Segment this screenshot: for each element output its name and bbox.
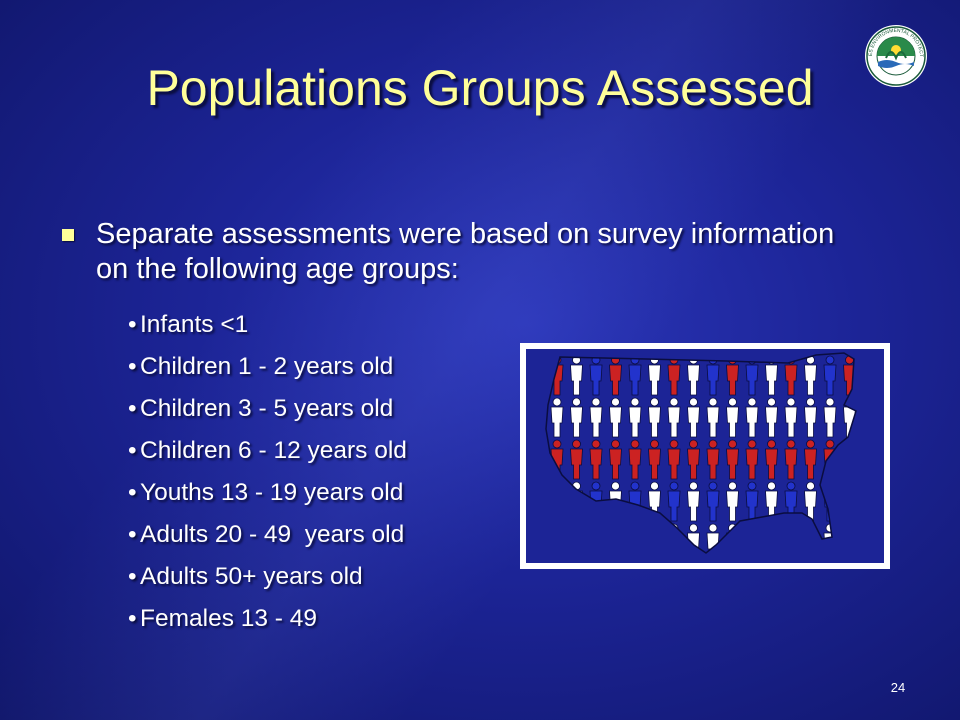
- person-figure: [609, 397, 622, 438]
- person-figure: [726, 439, 739, 480]
- person-figure: [823, 355, 837, 396]
- bullet-dot-icon: •: [128, 563, 137, 590]
- person-figure: [804, 439, 817, 480]
- person-figure: [667, 481, 681, 522]
- person-figure: [804, 397, 817, 438]
- person-figure: [687, 481, 700, 522]
- person-figure: [628, 439, 642, 480]
- usa-map-picture: [520, 343, 890, 569]
- person-figure: [687, 397, 700, 438]
- person-figure: [823, 397, 837, 438]
- main-bullet-text: Separate assessments were based on surve…: [96, 218, 835, 285]
- person-figure: [726, 397, 739, 438]
- slide-title: Populations Groups Assessed: [146, 60, 814, 116]
- person-figure: [706, 397, 720, 438]
- square-bullet-icon: [62, 229, 74, 241]
- person-figure: [609, 439, 622, 480]
- bullet-dot-icon: •: [128, 605, 137, 632]
- person-figure: [745, 397, 759, 438]
- usa-map-people-icon: [526, 349, 884, 563]
- person-figure: [648, 439, 661, 480]
- person-figure: [726, 481, 739, 522]
- bullet-dot-icon: •: [128, 437, 137, 464]
- bullet-dot-icon: •: [128, 479, 137, 506]
- person-figure: [667, 439, 681, 480]
- bullet-dot-icon: •: [128, 311, 137, 338]
- list-item: • Youths 13 - 19 years old: [128, 473, 407, 515]
- list-item: • Adults 20 - 49 years old: [128, 515, 407, 557]
- person-figure: [804, 355, 817, 396]
- person-figure: [609, 355, 622, 396]
- main-bullet: Separate assessments were based on surve…: [62, 217, 862, 287]
- person-figure: [784, 439, 798, 480]
- page-number: 24: [890, 680, 906, 695]
- person-figure: [667, 355, 681, 396]
- person-figure: [687, 439, 700, 480]
- bullet-dot-icon: •: [128, 353, 137, 380]
- list-item: • Children 3 - 5 years old: [128, 389, 407, 431]
- list-item: • Children 6 - 12 years old: [128, 431, 407, 473]
- person-figure: [589, 439, 603, 480]
- bullet-dot-icon: •: [128, 395, 137, 422]
- person-figure: [589, 397, 603, 438]
- person-figure: [706, 481, 720, 522]
- person-figure: [667, 397, 681, 438]
- list-item: • Females 13 - 49: [128, 599, 407, 641]
- list-item: • Children 1 - 2 years old: [128, 347, 407, 389]
- person-figure: [784, 397, 798, 438]
- age-group-list: • Infants <1 • Children 1 - 2 years old • C…: [128, 305, 407, 641]
- person-figure: [570, 439, 583, 480]
- person-figure: [570, 397, 583, 438]
- person-figure: [765, 397, 778, 438]
- person-figure: [765, 439, 778, 480]
- bullet-dot-icon: •: [128, 521, 137, 548]
- epa-seal-icon: UNITED STATES ENVIRONMENTAL PROTECTION A…: [864, 24, 927, 87]
- list-item: • Adults 50+ years old: [128, 557, 407, 599]
- person-figure: [706, 439, 720, 480]
- person-figure: [648, 397, 661, 438]
- person-figure: [550, 397, 564, 438]
- list-item: • Infants <1: [128, 305, 407, 347]
- person-figure: [745, 439, 759, 480]
- person-figure: [628, 397, 642, 438]
